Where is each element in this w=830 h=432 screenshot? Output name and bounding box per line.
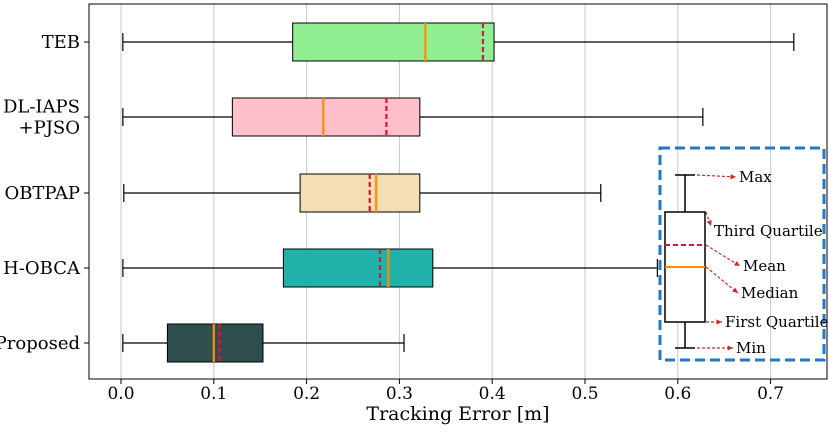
legend-arrow <box>705 266 739 294</box>
category-label: Proposed <box>0 333 80 354</box>
box-iqr <box>282 248 434 288</box>
x-tick-label: 0.3 <box>386 384 413 404</box>
legend-label: Min <box>736 339 766 357</box>
legend-arrow-head <box>730 174 736 180</box>
legend-arrow-head <box>706 220 712 226</box>
legend-box: Max Third Quartile Mean Median First Quartil… <box>658 146 829 362</box>
box-iqr <box>166 323 264 363</box>
box-4 <box>122 323 405 363</box>
y-axis-categories: TEB DL-IAPS+PJSO OBTPAP H-OBCA Proposed <box>0 32 89 354</box>
legend-arrow <box>705 244 741 267</box>
box-iqr <box>299 173 421 213</box>
category-label: DL-IAPS <box>3 97 80 118</box>
x-tick-label: 0.4 <box>479 384 506 404</box>
category-label: TEB <box>42 32 80 53</box>
box-iqr <box>231 97 421 137</box>
category-label: H-OBCA <box>3 258 81 279</box>
plot-frame <box>88 3 828 380</box>
x-axis-ticks: 0.0 0.1 0.2 0.3 0.4 0.5 0.6 0.7 <box>107 379 784 404</box>
legend-label: Mean <box>743 257 786 275</box>
box-iqr <box>292 22 495 62</box>
legend-frame <box>658 146 826 362</box>
legend-arrow-head <box>732 287 738 293</box>
category-label: OBTPAP <box>4 183 80 204</box>
legend-arrow-head <box>727 345 733 351</box>
x-tick-label: 0.6 <box>664 384 691 404</box>
category-label: +PJSO <box>19 118 81 139</box>
x-tick-label: 0.1 <box>200 384 227 404</box>
box-3 <box>122 248 658 288</box>
legend-arrow <box>696 174 737 178</box>
legend-arrow-head <box>734 260 740 266</box>
legend-label: Max <box>739 168 772 186</box>
legend-label: First Quartile <box>725 313 829 331</box>
box-0 <box>122 22 795 62</box>
x-axis-title: Tracking Error [m] <box>366 403 549 425</box>
box-2 <box>123 173 602 213</box>
boxes <box>122 22 795 363</box>
legend-label: Median <box>741 284 799 302</box>
legend-arrow-head <box>716 319 722 325</box>
x-tick-label: 0.5 <box>571 384 598 404</box>
box-1 <box>122 97 704 137</box>
x-tick-label: 0.0 <box>107 384 134 404</box>
x-tick-label: 0.2 <box>293 384 320 404</box>
x-tick-label: 0.7 <box>757 384 784 404</box>
legend-label: Third Quartile <box>714 222 823 240</box>
